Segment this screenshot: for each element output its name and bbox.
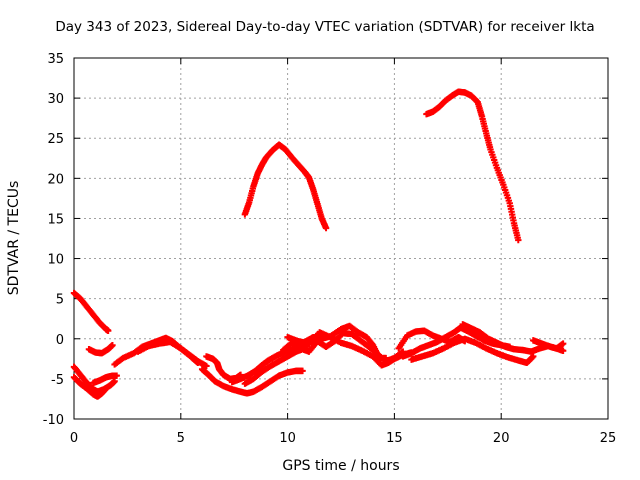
data-point	[299, 367, 306, 375]
x-tick-label: 20	[493, 431, 510, 446]
data-point	[515, 236, 522, 244]
data-point	[111, 378, 118, 385]
data-point	[322, 224, 330, 232]
series-arc-e	[90, 372, 120, 387]
y-axis-label: SDTVAR / TECUs	[6, 181, 22, 296]
series-arc-b	[85, 341, 116, 357]
y-tick-label: 5	[56, 293, 64, 308]
data-point	[203, 362, 210, 370]
x-tick-label: 0	[70, 431, 78, 446]
series-arc-u	[423, 88, 522, 244]
y-tick-label: -5	[51, 373, 64, 388]
x-axis-ticks: 0 5 10 15 20 25	[70, 58, 616, 446]
y-tick-label: 20	[47, 172, 64, 187]
series-arc-s	[530, 337, 567, 355]
data-point	[559, 347, 567, 355]
data-point	[194, 359, 202, 367]
x-axis-label: GPS time / hours	[282, 458, 399, 474]
chart-title: Day 343 of 2023, Sidereal Day-to-day VTE…	[55, 19, 594, 35]
series-arc-l	[280, 329, 407, 365]
series-arc-d	[70, 374, 110, 400]
x-tick-label: 25	[600, 431, 617, 446]
y-tick-label: 15	[47, 212, 64, 227]
data-points	[70, 88, 567, 400]
y-tick-label: 0	[56, 333, 64, 348]
y-tick-label: 10	[47, 253, 64, 268]
series-arc-g	[134, 338, 202, 367]
data-point	[113, 372, 120, 379]
data-point	[109, 341, 116, 349]
series-arc-q	[408, 335, 537, 367]
y-axis-ticks: -10 -5 0 5 10 15 20 25 30 35	[43, 52, 608, 428]
series-arc-t	[241, 141, 330, 232]
series-arc-f	[111, 334, 210, 370]
plot-frame	[73, 57, 609, 420]
y-tick-label: 25	[47, 132, 64, 147]
data-point	[102, 385, 110, 392]
data-point	[104, 327, 112, 334]
x-tick-label: 10	[279, 431, 296, 446]
x-tick-label: 5	[177, 431, 185, 446]
data-point	[559, 340, 567, 347]
y-tick-label: -10	[43, 413, 64, 428]
y-tick-label: 30	[47, 92, 64, 107]
x-tick-label: 15	[386, 431, 403, 446]
data-point	[382, 354, 390, 362]
series-arc-a	[70, 289, 112, 334]
y-tick-label: 35	[47, 52, 64, 67]
grid	[74, 58, 608, 419]
series-arc-n	[301, 322, 390, 362]
series-arc-i	[198, 366, 306, 397]
